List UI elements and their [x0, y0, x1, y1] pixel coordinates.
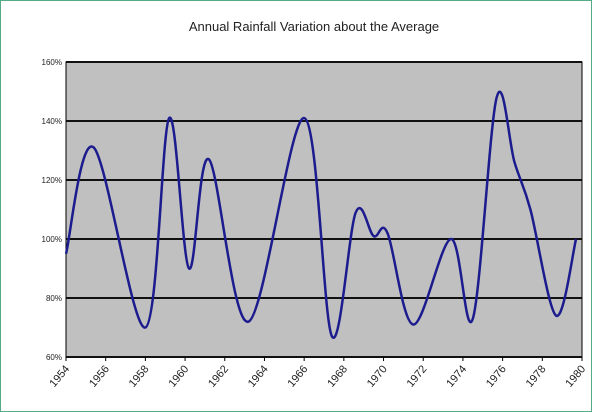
- y-tick-label: 160%: [42, 58, 62, 67]
- y-tick-label: 140%: [42, 117, 62, 126]
- y-tick-label: 60%: [46, 353, 62, 362]
- y-tick-label: 80%: [46, 294, 62, 303]
- y-tick-label: 100%: [42, 235, 62, 244]
- y-tick-label: 120%: [42, 176, 62, 185]
- data-line: [64, 90, 578, 339]
- chart-title: Annual Rainfall Variation about the Aver…: [189, 19, 439, 34]
